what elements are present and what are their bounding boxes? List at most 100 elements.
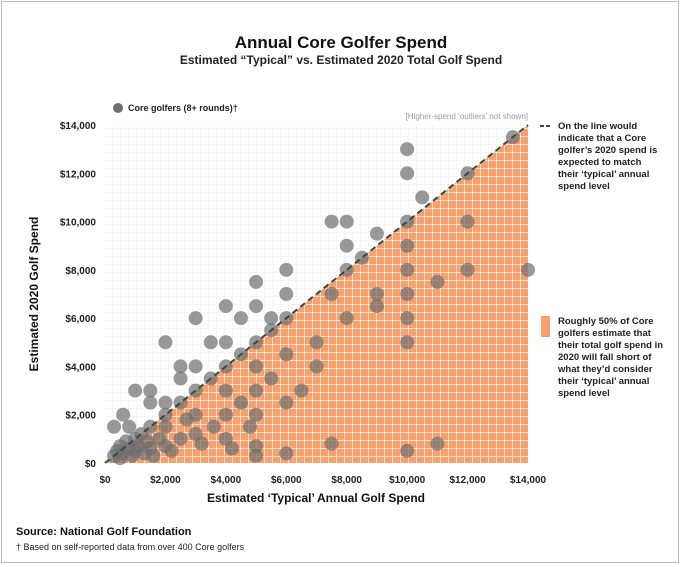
data-point <box>415 190 430 205</box>
y-axis-label: Estimated 2020 Golf Spend <box>27 217 41 372</box>
data-point <box>339 311 354 326</box>
annotation-line: spend level <box>558 181 610 192</box>
legend-marker <box>113 103 123 113</box>
annotation-line: 2020 will fall short of <box>558 352 652 363</box>
y-tick-label: $6,000 <box>65 314 96 325</box>
y-tick-label: $8,000 <box>65 266 96 277</box>
data-point <box>249 439 264 454</box>
legend-label: Core golfers (8+ rounds)† <box>128 103 238 113</box>
annotation-line: spend level <box>558 388 610 399</box>
annotation-line: what they’d consider <box>557 364 653 375</box>
data-point <box>116 407 131 422</box>
data-point <box>400 443 415 458</box>
data-point <box>400 142 415 157</box>
data-point <box>279 395 294 410</box>
data-point <box>279 287 294 301</box>
data-point <box>324 214 339 229</box>
data-point <box>279 262 294 277</box>
chart-subtitle: Estimated “Typical” vs. Estimated 2020 T… <box>180 53 502 67</box>
annotation-line: On the line would <box>558 121 637 132</box>
data-point <box>249 274 264 289</box>
data-point <box>324 287 339 301</box>
data-point <box>188 407 203 422</box>
data-point <box>143 383 158 398</box>
annotation-line: expected to match <box>558 157 642 168</box>
data-point <box>206 419 221 434</box>
data-point <box>521 262 535 277</box>
x-tick-label: $10,000 <box>389 475 426 486</box>
data-point <box>233 311 248 326</box>
data-point <box>369 287 384 301</box>
data-point <box>158 335 173 350</box>
data-point <box>279 446 294 461</box>
y-tick-label: $12,000 <box>60 169 97 180</box>
data-point <box>400 262 415 277</box>
data-point <box>243 419 258 434</box>
data-point <box>339 214 354 229</box>
x-tick-label: $6,000 <box>271 475 302 486</box>
data-point <box>430 274 445 289</box>
area-legend-marker <box>541 316 550 337</box>
y-axis-ticks: $0 $2,000 $4,000 $6,000 $8,000 $10,000 $12,000… <box>60 121 97 470</box>
data-point <box>400 238 415 253</box>
data-point <box>146 448 161 463</box>
data-point <box>128 383 143 398</box>
x-tick-label: $8,000 <box>331 475 362 486</box>
data-point <box>173 359 188 374</box>
x-axis-ticks: $0 $2,000 $4,000 $6,000 $8,000 $10,000 $12,000… <box>99 475 546 486</box>
chart-title: Annual Core Golfer Spend <box>235 33 448 52</box>
data-point <box>400 166 415 181</box>
x-axis-label: Estimated ‘Typical’ Annual Golf Spend <box>207 491 425 505</box>
data-point <box>400 311 415 326</box>
annotation-line: their ‘typical’ annual <box>558 169 649 180</box>
data-point <box>400 287 415 301</box>
data-point <box>188 359 203 374</box>
data-point <box>264 371 279 386</box>
footnote-text: † Based on self-reported data from over … <box>16 542 245 552</box>
data-point <box>218 335 233 350</box>
data-points <box>107 130 535 466</box>
equality-line <box>104 124 529 464</box>
data-point <box>249 383 264 398</box>
data-point <box>218 299 233 314</box>
annotation-line: Roughly 50% of Core <box>558 316 654 327</box>
y-tick-label: $14,000 <box>60 121 97 132</box>
data-point <box>249 299 264 314</box>
outliers-note: [Higher-spend ‘outliers’ not shown] <box>406 112 528 121</box>
data-point <box>339 238 354 253</box>
data-point <box>309 335 324 350</box>
data-point <box>173 371 188 386</box>
data-point <box>107 419 122 434</box>
data-point <box>400 335 415 350</box>
data-point <box>218 383 233 398</box>
data-point <box>143 395 158 410</box>
x-tick-label: $0 <box>99 475 111 486</box>
data-point <box>218 407 233 422</box>
x-tick-label: $12,000 <box>449 475 486 486</box>
annotation-line: their total golf spend in <box>558 340 663 351</box>
data-point <box>249 407 264 422</box>
data-point <box>224 441 239 456</box>
data-point <box>158 395 173 410</box>
y-tick-label: $10,000 <box>60 218 97 229</box>
annotation-line: indicate that a Core <box>558 133 646 144</box>
source-text: Source: National Golf Foundation <box>16 526 192 538</box>
data-point <box>194 436 209 451</box>
x-tick-label: $2,000 <box>150 475 181 486</box>
data-point <box>233 395 248 410</box>
data-point <box>249 448 264 463</box>
data-point <box>324 436 339 451</box>
annotation-line: golfers estimate that <box>558 328 652 339</box>
data-point <box>249 359 264 374</box>
data-point <box>164 443 179 458</box>
data-point <box>122 419 137 434</box>
y-tick-label: $2,000 <box>65 411 96 422</box>
data-point <box>460 262 475 277</box>
y-tick-label: $0 <box>85 459 97 470</box>
data-point <box>369 299 384 314</box>
x-tick-label: $14,000 <box>510 475 547 486</box>
data-point <box>460 214 475 229</box>
